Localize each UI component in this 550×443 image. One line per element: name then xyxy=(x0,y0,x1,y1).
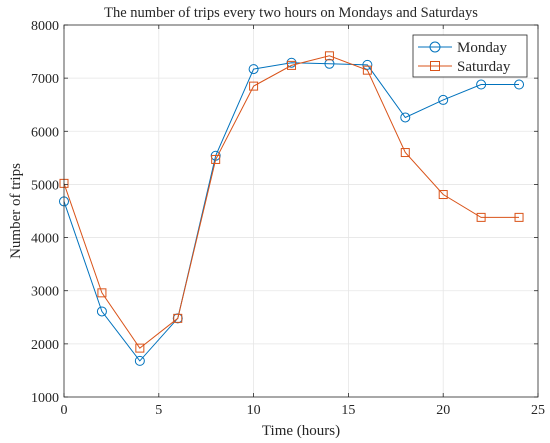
data-point-saturday xyxy=(438,190,448,200)
y-tick-label: 5000 xyxy=(31,178,59,193)
chart-title: The number of trips every two hours on M… xyxy=(104,5,478,21)
series-layer xyxy=(59,51,525,366)
data-point-saturday xyxy=(476,212,486,222)
data-point-saturday xyxy=(249,81,259,91)
x-tick-label: 15 xyxy=(341,403,355,418)
series-line-saturday xyxy=(63,55,519,349)
data-point-monday xyxy=(96,306,107,317)
y-tick-label: 8000 xyxy=(31,19,59,34)
x-tick-label: 5 xyxy=(155,403,162,418)
grid-lines xyxy=(64,25,538,397)
x-axis-label: Time (hours) xyxy=(262,423,340,439)
data-point-saturday xyxy=(211,154,221,164)
series-line-monday xyxy=(63,62,519,362)
data-point-saturday xyxy=(400,148,410,158)
x-tick-label: 10 xyxy=(247,403,261,418)
data-point-saturday xyxy=(97,288,107,298)
data-point-saturday xyxy=(514,212,524,222)
legend-marker-saturday xyxy=(430,61,440,71)
data-point-monday xyxy=(514,79,525,90)
legend-label-saturday: Saturday xyxy=(457,59,511,75)
data-point-monday xyxy=(134,355,145,366)
data-point-monday xyxy=(248,64,259,75)
legend-label-monday: Monday xyxy=(457,40,507,56)
data-point-saturday xyxy=(135,343,145,353)
y-tick-label: 2000 xyxy=(31,338,59,353)
y-axis-label: Number of trips xyxy=(8,163,24,259)
y-tick-label: 4000 xyxy=(31,232,59,247)
data-point-monday xyxy=(476,79,487,90)
x-tick-label: 20 xyxy=(436,403,450,418)
plot-frame xyxy=(63,24,539,398)
data-point-monday xyxy=(362,59,373,70)
y-tick-label: 3000 xyxy=(31,285,59,300)
data-point-saturday xyxy=(173,313,183,323)
data-point-saturday xyxy=(362,65,372,75)
y-tick-label: 1000 xyxy=(31,391,59,406)
legend-marker-monday xyxy=(429,41,441,53)
y-tick-label: 6000 xyxy=(31,125,59,140)
data-point-monday xyxy=(438,94,449,105)
data-point-saturday xyxy=(324,51,334,61)
y-tick-label: 7000 xyxy=(31,72,59,87)
legend: Monday Saturday xyxy=(412,34,528,78)
data-point-saturday xyxy=(287,60,297,70)
x-tick-label: 0 xyxy=(61,403,68,418)
axis-ticks: 0 5 10 15 20 25 1000 2000 3000 4000 5000 6000 7000 80… xyxy=(31,19,545,418)
x-tick-label: 25 xyxy=(531,403,545,418)
data-point-monday xyxy=(324,58,335,69)
plot-area xyxy=(64,25,538,397)
data-point-monday xyxy=(400,112,411,123)
